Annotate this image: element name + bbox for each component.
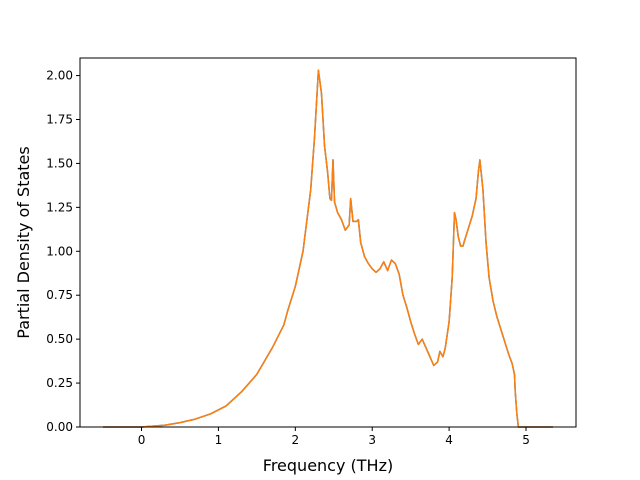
y-tick-label: 1.75 — [46, 113, 73, 127]
series-layer — [103, 69, 553, 428]
y-tick-label: 2.00 — [46, 69, 73, 83]
plot-frame — [79, 57, 577, 428]
y-tick-label: 1.25 — [46, 200, 73, 214]
y-axis: 0.00 0.25 0.50 0.75 1.00 1.25 1.50 1.75 2.00 — [46, 69, 80, 434]
series-line-1 — [103, 69, 553, 428]
y-tick-label: 0.00 — [46, 420, 73, 434]
x-tick-label: 0 — [138, 433, 146, 447]
y-tick-label: 1.50 — [46, 156, 73, 170]
y-tick-label: 0.50 — [46, 332, 73, 346]
y-tick-label: 1.00 — [46, 244, 73, 258]
x-axis: 0 1 2 3 4 5 — [138, 427, 530, 447]
x-tick-label: 1 — [215, 433, 223, 447]
x-tick-label: 3 — [368, 433, 376, 447]
x-tick-label: 5 — [522, 433, 530, 447]
y-tick-label: 0.75 — [46, 288, 73, 302]
x-axis-label: Frequency (THz) — [263, 456, 393, 475]
y-axis-label: Partial Density of States — [14, 146, 33, 338]
series-line-0 — [103, 69, 553, 428]
x-tick-label: 4 — [445, 433, 453, 447]
x-tick-label: 2 — [291, 433, 299, 447]
y-tick-label: 0.25 — [46, 376, 73, 390]
